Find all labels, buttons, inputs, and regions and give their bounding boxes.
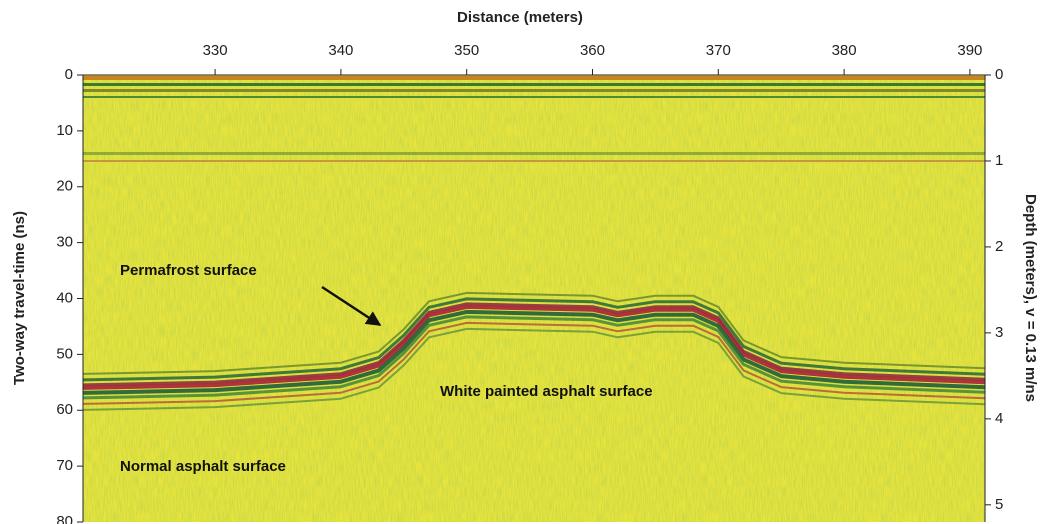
reflector <box>82 297 986 382</box>
y-tick-label: 20 <box>56 178 73 195</box>
direct-wave-band <box>83 76 985 162</box>
y-tick-label: 10 <box>56 122 73 139</box>
reflector <box>82 291 986 375</box>
x-axis-title: Distance (meters) <box>457 9 583 26</box>
y2-tick-label: 4 <box>995 410 1003 427</box>
y2-tick-label: 5 <box>995 496 1003 513</box>
y-tick-label: 80 <box>56 513 73 524</box>
y-tick-label: 70 <box>56 457 73 474</box>
reflector <box>82 302 986 387</box>
y2-tick-label: 0 <box>995 66 1003 83</box>
arrow <box>321 285 382 327</box>
y-tick-label: 0 <box>65 66 73 83</box>
reflector <box>82 327 986 411</box>
y2-tick-label: 3 <box>995 324 1003 341</box>
x-tick-label: 360 <box>580 42 605 59</box>
x-tick-label: 370 <box>706 42 731 59</box>
y2-tick-label: 1 <box>995 152 1003 169</box>
y2-axis-title: Depth (meters), v = 0.13 m/ns <box>1022 194 1039 402</box>
y-tick-label: 60 <box>56 401 73 418</box>
y-tick-label: 40 <box>56 289 73 306</box>
x-tick-label: 380 <box>832 42 857 59</box>
reflector <box>82 315 986 400</box>
annotation: White painted asphalt surface <box>440 383 653 400</box>
x-tick-label: 390 <box>957 42 982 59</box>
y-axis-title: Two-way travel-time (ns) <box>11 211 28 385</box>
x-tick-label: 330 <box>203 42 228 59</box>
annotation: Permafrost surface <box>120 262 257 279</box>
y2-tick-label: 2 <box>995 238 1003 255</box>
reflector <box>82 304 986 390</box>
annotation: Normal asphalt surface <box>120 458 286 475</box>
reflector <box>82 309 986 395</box>
x-tick-label: 350 <box>454 42 479 59</box>
reflector <box>82 321 986 405</box>
texture <box>83 75 985 522</box>
y-tick-label: 30 <box>56 234 73 251</box>
x-tick-label: 340 <box>328 42 353 59</box>
y-tick-label: 50 <box>56 345 73 362</box>
